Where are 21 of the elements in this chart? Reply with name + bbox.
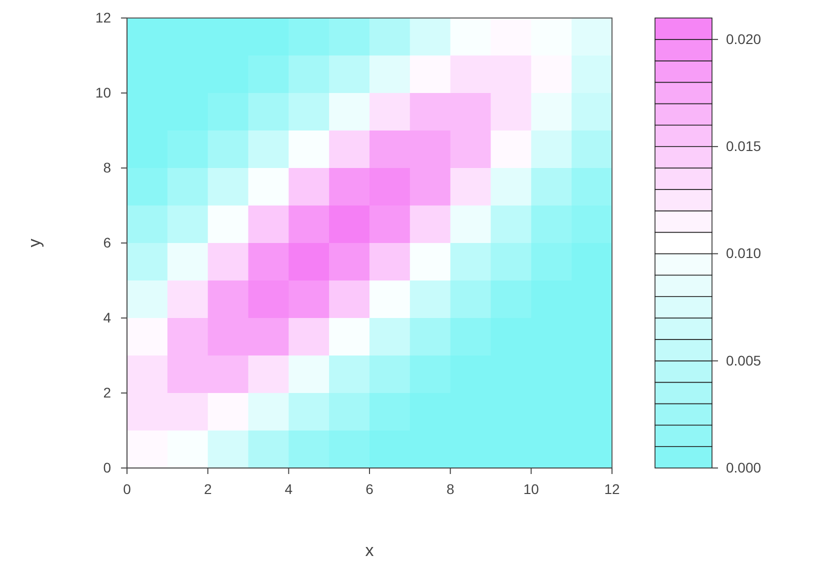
x-tick-label: 10 — [523, 480, 540, 497]
x-tick-label: 2 — [204, 480, 212, 497]
x-tick-label: 8 — [446, 480, 454, 497]
y-tick-label: 0 — [103, 459, 112, 476]
x-tick-label: 4 — [284, 480, 293, 497]
color-bar-label: 0.005 — [726, 352, 762, 368]
x-tick-label: 6 — [366, 480, 374, 497]
y-axis-title: y — [25, 238, 44, 248]
color-bar-label: 0.010 — [726, 245, 762, 262]
x-axis-title: x — [365, 541, 374, 560]
y-tick-label: 10 — [95, 84, 112, 100]
color-bar-label: 0.000 — [726, 459, 762, 476]
color-bar-label: 0.020 — [726, 30, 762, 47]
y-tick-label: 8 — [103, 159, 112, 176]
x-tick-label: 12 — [604, 480, 620, 497]
y-tick-label: 6 — [103, 234, 112, 250]
y-tick-label: 12 — [95, 9, 112, 26]
y-tick-label: 4 — [103, 309, 112, 326]
y-tick-label: 2 — [103, 384, 112, 400]
color-bar-label: 0.015 — [726, 138, 762, 154]
x-tick-label: 0 — [123, 480, 132, 497]
